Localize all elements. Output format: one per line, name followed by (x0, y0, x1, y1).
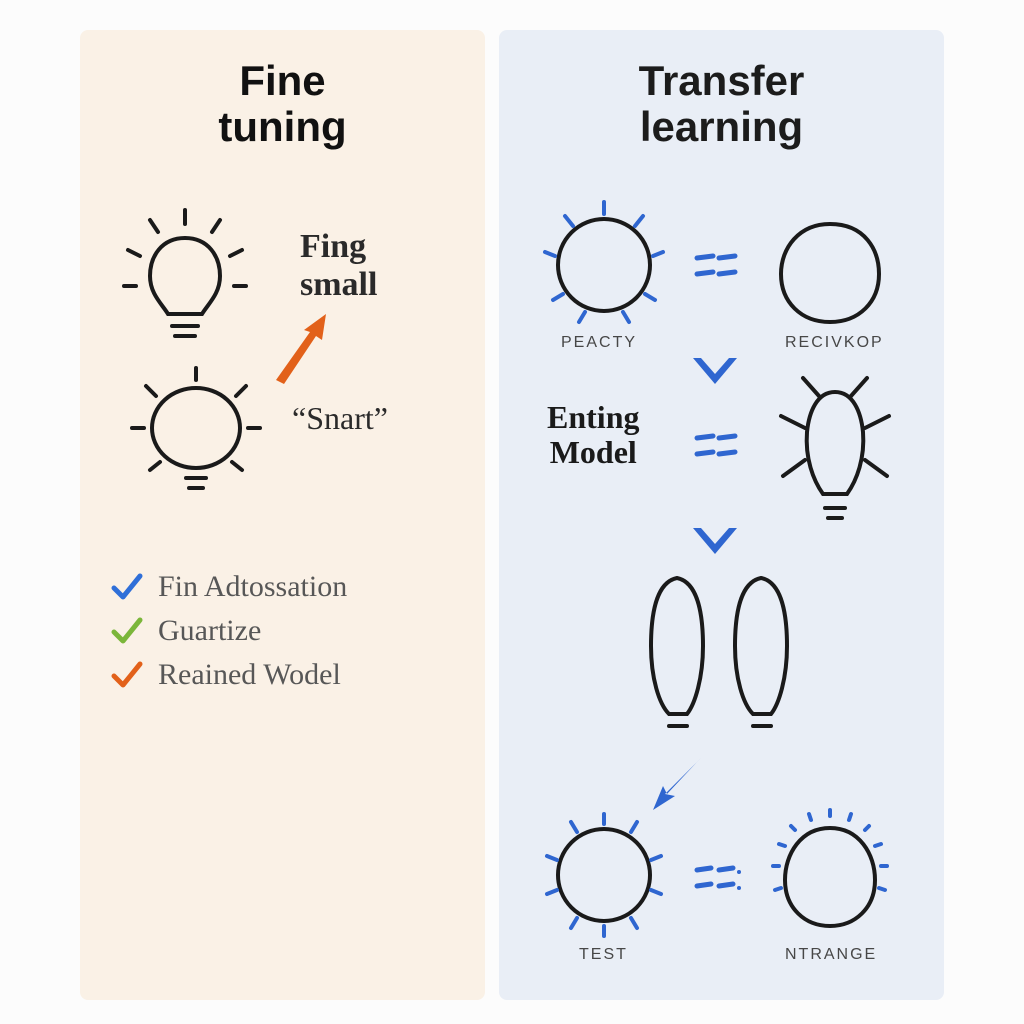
check-label: Reained Wodel (158, 658, 341, 692)
node-bug-icon (755, 368, 915, 538)
label-enting-model: Enting Model (547, 400, 639, 470)
title-line: Transfer (639, 57, 805, 104)
title-line: Fine (239, 57, 325, 104)
panel-fine-tuning: Fine tuning (80, 30, 485, 1000)
check-label: Fin Adtossation (158, 570, 347, 604)
node-test (529, 800, 679, 950)
label-peacty: PEACTY (561, 334, 637, 352)
lightbulb-icon-top (110, 200, 260, 360)
title-line: tuning (218, 103, 346, 150)
panel-transfer-learning: Transfer learning (499, 30, 944, 1000)
mid-label-line: Model (550, 434, 637, 470)
annotation-line: small (300, 266, 377, 303)
equals-icon (691, 858, 745, 902)
check-row: Reained Wodel (110, 658, 347, 692)
node-ntrange (755, 800, 905, 950)
title-fine-tuning: Fine tuning (80, 58, 485, 150)
chevron-down-icon (685, 350, 745, 400)
check-row: Fin Adtossation (110, 570, 347, 604)
infographic-container: Fine tuning (80, 30, 944, 1000)
title-transfer-learning: Transfer learning (499, 58, 944, 150)
title-line: learning (640, 103, 803, 150)
label-ntrange: NTRANGE (785, 946, 877, 964)
check-icon (110, 658, 144, 692)
check-icon (110, 570, 144, 604)
annotation-snart: “Snart” (292, 400, 388, 437)
node-pair-bulbs (615, 560, 825, 750)
node-recivkop (755, 198, 905, 348)
mid-label-line: Enting (547, 399, 639, 435)
arrow-icon (266, 310, 336, 390)
node-peacty (529, 190, 679, 340)
check-icon (110, 614, 144, 648)
equals-icon (691, 426, 741, 466)
label-recivkop: RECIVKOP (785, 334, 884, 352)
check-label: Guartize (158, 614, 261, 648)
checklist: Fin Adtossation Guartize Reained Wodel (110, 570, 347, 702)
label-test: TEST (579, 946, 628, 964)
annotation-text: Fing small (300, 228, 377, 304)
equals-icon (691, 246, 741, 286)
check-row: Guartize (110, 614, 347, 648)
lightbulb-icon-bottom (116, 350, 276, 510)
annotation-line: Fing (300, 228, 366, 265)
